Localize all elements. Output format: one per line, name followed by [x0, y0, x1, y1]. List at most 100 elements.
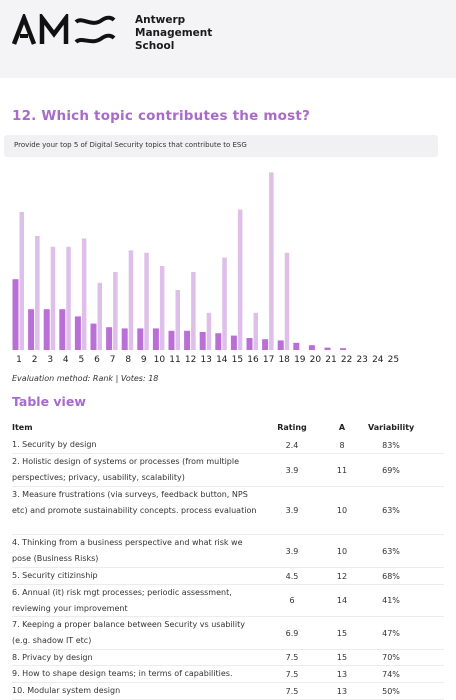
bar-series-1	[293, 342, 300, 350]
row-rating: 3.9	[285, 506, 299, 515]
x-tick-label: 2	[31, 355, 38, 365]
school-name-line: School	[135, 40, 175, 52]
bar-series-1	[340, 348, 347, 350]
bar-series-1	[152, 328, 159, 350]
bar-series-1	[106, 327, 113, 350]
bar-series-2	[222, 257, 227, 350]
table-row: 2. Holistic design of systems or process…	[12, 454, 444, 487]
bar-series-2	[269, 172, 274, 350]
bar-series-1	[324, 347, 331, 350]
x-tick-label: 4	[62, 355, 69, 365]
header-a: A	[338, 423, 346, 432]
bar-series-2	[144, 252, 149, 350]
row-rating: 2.4	[285, 440, 299, 450]
row-rating: 4.5	[285, 571, 299, 581]
header-variability: Variability	[368, 423, 415, 432]
row-item: 3. Measure frustrations (via surveys, fe…	[12, 490, 257, 515]
bar-series-2	[237, 209, 243, 350]
question-subtitle-box: Provide your top 5 of Digital Security t…	[4, 135, 438, 157]
x-tick-label: 9	[140, 355, 147, 365]
x-tick-label: 23	[356, 355, 368, 365]
header-rating: Rating	[277, 423, 307, 432]
bar-series-2	[97, 282, 102, 350]
bar-series-1	[308, 345, 315, 350]
bar-series-1	[12, 279, 19, 350]
ams-logo-icon	[12, 14, 116, 45]
row-item: 7. Keeping a proper balance between Secu…	[12, 620, 245, 645]
row-item: 1. Security by design	[12, 440, 97, 449]
row-a: 11	[336, 465, 348, 475]
x-tick-label: 11	[169, 355, 181, 365]
chart-canvas	[12, 172, 347, 350]
table-row: 8. Privacy by design 7.5 15 70%	[12, 650, 444, 666]
table-row: 10. Modular system design 7.5 13 50%	[12, 683, 444, 700]
row-item: 5. Security citizinship	[12, 571, 98, 580]
school-name: Antwerp Management School	[135, 14, 212, 53]
bar-series-2	[81, 238, 87, 350]
x-tick-label: 16	[247, 355, 259, 365]
bar-series-1	[168, 330, 175, 350]
bar-series-1	[199, 332, 206, 350]
bar-series-1	[43, 309, 50, 350]
row-rating: 3.9	[285, 465, 299, 475]
bar-series-1	[137, 328, 144, 350]
bar-series-1	[230, 335, 237, 350]
x-tick-label: 15	[231, 355, 244, 365]
row-a: 13	[336, 669, 348, 679]
x-tick-label: 18	[278, 355, 290, 365]
bar-series-1	[184, 330, 191, 350]
x-tick-label: 3	[47, 355, 54, 365]
header-bar: Antwerp Management School	[0, 0, 456, 78]
row-rating: 7.5	[285, 686, 299, 696]
bar-series-2	[19, 212, 24, 350]
x-tick-label: 8	[125, 355, 132, 365]
x-tick-label: 1	[16, 355, 22, 365]
bar-series-1	[121, 328, 128, 350]
x-tick-label: 22	[340, 355, 353, 365]
rank-bar-chart	[0, 160, 456, 370]
row-rating: 7.5	[285, 653, 299, 662]
bar-series-1	[74, 316, 81, 350]
evaluation-method: Evaluation method: Rank | Votes: 18	[12, 374, 159, 383]
x-tick-label: 19	[294, 355, 306, 365]
row-variability: 47%	[382, 628, 400, 638]
x-tick-label: 5	[78, 355, 85, 365]
x-tick-label: 10	[153, 355, 166, 365]
table-row: 5. Security citizinship 4.5 12 68%	[12, 568, 444, 585]
x-tick-label: 12	[184, 355, 197, 365]
row-variability: 50%	[382, 686, 400, 696]
bar-series-2	[175, 290, 180, 350]
header-item: Item	[12, 423, 33, 432]
bar-series-2	[159, 266, 165, 350]
row-a: 15	[336, 628, 348, 638]
bar-series-2	[206, 312, 212, 350]
row-item: 8. Privacy by design	[12, 653, 93, 662]
question-subtitle: Provide your top 5 of Digital Security t…	[14, 141, 247, 149]
row-item: 2. Holistic design of systems or process…	[12, 457, 240, 482]
table-view-title: Table view	[12, 394, 86, 409]
row-a: 13	[336, 686, 348, 696]
row-rating: 6.9	[285, 628, 299, 638]
row-rating: 3.9	[285, 546, 299, 556]
bar-series-2	[253, 312, 258, 350]
bar-series-1	[28, 309, 35, 350]
table-row: 1. Security by design 2.4 8 83%	[12, 437, 444, 454]
bar-series-2	[128, 250, 134, 350]
bar-series-2	[66, 246, 71, 350]
x-tick-label: 13	[200, 355, 212, 365]
table-row: 3. Measure frustrations (via surveys, fe…	[12, 487, 444, 535]
row-rating: 6	[289, 596, 295, 605]
table-header: Item Rating A Variability	[12, 423, 444, 435]
row-item: 10. Modular system design	[12, 686, 121, 695]
question-title: 12. Which topic contributes the most?	[12, 108, 311, 124]
row-variability: 63%	[382, 546, 400, 556]
row-item: 6. Annual (it) risk mgt processes; perio…	[12, 588, 232, 613]
bar-series-2	[50, 246, 56, 350]
row-a: 10	[336, 546, 348, 556]
row-a: 10	[336, 506, 348, 515]
row-item: 9. How to shape design teams; in terms o…	[12, 669, 233, 678]
bar-series-2	[35, 236, 40, 350]
bar-series-1	[246, 338, 253, 350]
row-variability: 63%	[382, 506, 400, 515]
x-axis-labels: 1 2 3 4 5 6 7 8 9 10 11 12 13 14 15 16 17 18 19 20 21 22 23 24 2…	[0, 355, 456, 367]
